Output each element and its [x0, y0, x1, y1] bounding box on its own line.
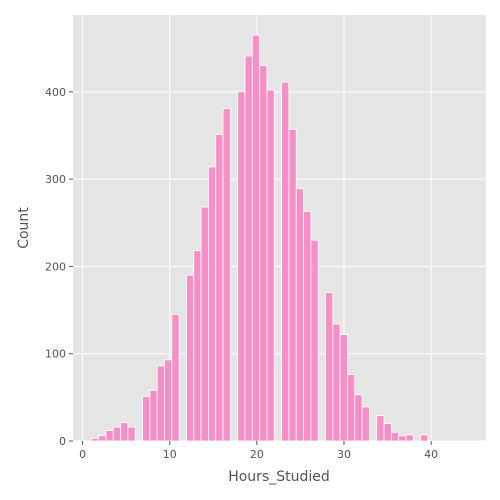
histogram-bar — [157, 366, 164, 441]
histogram-bar — [267, 90, 274, 441]
histogram-bar — [399, 436, 406, 441]
histogram-bar — [245, 56, 252, 441]
histogram-bar — [347, 375, 354, 441]
histogram-bar — [216, 135, 223, 441]
y-tick-label: 100 — [45, 348, 66, 361]
histogram-bar — [296, 189, 303, 441]
x-axis-ticks: 0 10 20 30 40 — [79, 441, 438, 461]
histogram-bar — [113, 427, 120, 441]
histogram-bar — [326, 293, 333, 441]
histogram-bar — [99, 436, 106, 441]
x-tick-label: 40 — [424, 448, 438, 461]
histogram-bar — [355, 395, 362, 441]
histogram-bar — [164, 360, 171, 441]
histogram-bar — [208, 167, 215, 441]
histogram-bar — [289, 129, 296, 441]
histogram-bar — [340, 335, 347, 442]
histogram-bar — [172, 314, 179, 441]
histogram-bar — [201, 207, 208, 441]
histogram-bar — [384, 424, 391, 441]
histogram-bar — [252, 35, 259, 441]
plot-background — [73, 15, 486, 441]
histogram-bar — [106, 431, 113, 441]
histogram-bar — [282, 82, 289, 441]
y-axis-label: Count — [16, 207, 32, 249]
y-tick-label: 400 — [45, 86, 66, 99]
histogram-bar — [238, 92, 245, 441]
x-tick-label: 0 — [79, 448, 86, 461]
histogram-bar — [304, 211, 311, 441]
y-axis-ticks: 0 100 200 300 400 — [45, 86, 73, 448]
histogram-bar — [260, 66, 267, 441]
y-tick-label: 0 — [59, 435, 66, 448]
histogram-bar — [121, 423, 128, 441]
histogram-bar — [194, 251, 201, 441]
histogram-bar — [223, 108, 230, 441]
histogram-bar — [391, 432, 398, 441]
x-tick-label: 30 — [337, 448, 351, 461]
histogram-bar — [421, 435, 428, 441]
histogram-bar — [128, 427, 135, 441]
y-tick-label: 200 — [45, 260, 66, 273]
histogram-bar — [186, 275, 193, 441]
histogram-bar — [377, 416, 384, 441]
histogram-bar — [333, 324, 340, 441]
histogram-bar — [362, 407, 369, 441]
y-tick-label: 300 — [45, 173, 66, 186]
histogram-bar — [143, 396, 150, 441]
x-axis-label: Hours_Studied — [228, 469, 330, 485]
x-tick-label: 10 — [163, 448, 177, 461]
histogram-bar — [406, 435, 413, 441]
histogram-bar — [311, 240, 318, 441]
x-tick-label: 20 — [250, 448, 264, 461]
histogram-bar — [91, 438, 98, 441]
histogram-bar — [150, 390, 157, 441]
